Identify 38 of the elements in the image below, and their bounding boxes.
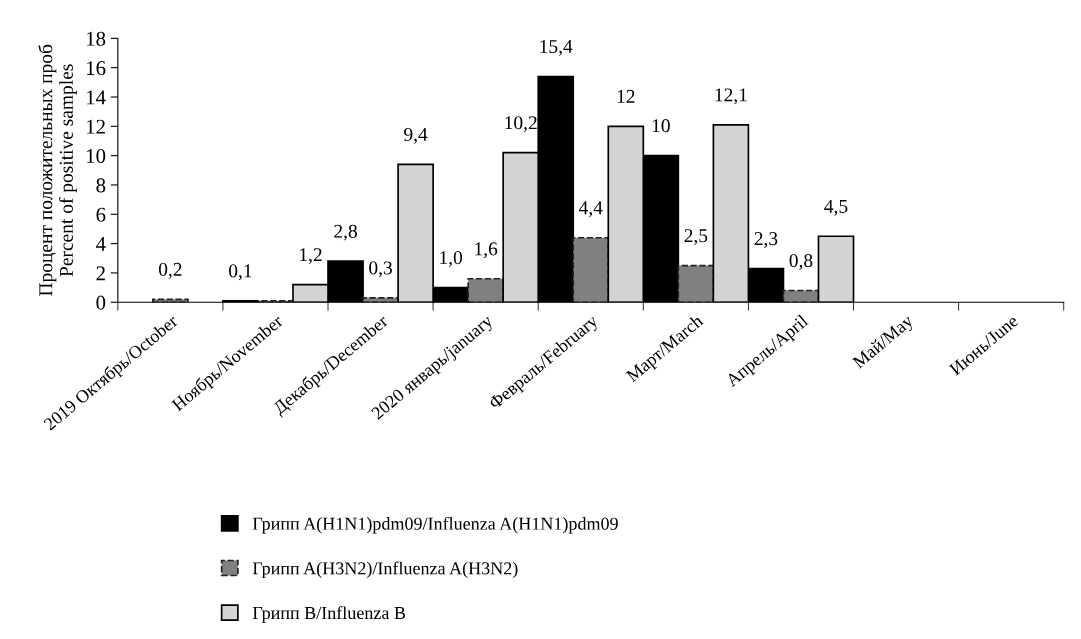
bar bbox=[362, 297, 399, 303]
y-tick-label: 6 bbox=[96, 207, 106, 222]
y-tick-label: 10 bbox=[87, 149, 106, 164]
bar bbox=[152, 298, 189, 303]
data-label: 0,1 bbox=[229, 264, 252, 281]
data-label: 2,3 bbox=[754, 232, 778, 248]
y-tick-label: 0 bbox=[96, 295, 106, 310]
bar bbox=[467, 277, 505, 303]
data-label: 12,1 bbox=[715, 88, 747, 105]
y-tick-label: 2 bbox=[96, 266, 105, 281]
y-axis-title: Процент положительных проб Percent of positive samples bbox=[38, 44, 77, 296]
bar bbox=[572, 236, 610, 303]
legend-label: Грипп A(H1N1)pdm09/Influenza A(H1N1)pdm09 bbox=[252, 516, 618, 534]
bar bbox=[782, 289, 820, 303]
data-label: 2,8 bbox=[334, 224, 357, 241]
data-label: 15,4 bbox=[540, 40, 573, 56]
y-tick-label: 14 bbox=[87, 90, 106, 105]
data-label: 1,2 bbox=[300, 248, 322, 265]
data-label: 4,5 bbox=[824, 199, 848, 216]
legend-label: Грипп B/Influenza B bbox=[252, 606, 406, 623]
y-tick-label: 4 bbox=[96, 237, 106, 251]
y-tick-label: 8 bbox=[96, 178, 106, 193]
y-tick-label: 16 bbox=[87, 61, 106, 76]
data-label: 12 bbox=[617, 89, 635, 103]
data-label: 9,4 bbox=[404, 127, 428, 144]
bar bbox=[677, 264, 715, 303]
data-label: 0,8 bbox=[789, 254, 813, 270]
data-label: 1,6 bbox=[475, 242, 498, 259]
data-label: 10 bbox=[652, 119, 670, 133]
data-label: 2,5 bbox=[684, 229, 708, 245]
y-tick-label: 12 bbox=[87, 119, 105, 134]
legend-label: Грипп A(H3N2)/Influenza A(H3N2) bbox=[252, 561, 518, 579]
data-label: 1,0 bbox=[440, 251, 463, 267]
data-label: 0,3 bbox=[369, 261, 392, 278]
data-label: 10,2 bbox=[505, 116, 537, 133]
data-label: 0,2 bbox=[158, 262, 182, 279]
y-tick-label: 18 bbox=[87, 31, 106, 46]
data-label: 4,4 bbox=[578, 201, 603, 218]
